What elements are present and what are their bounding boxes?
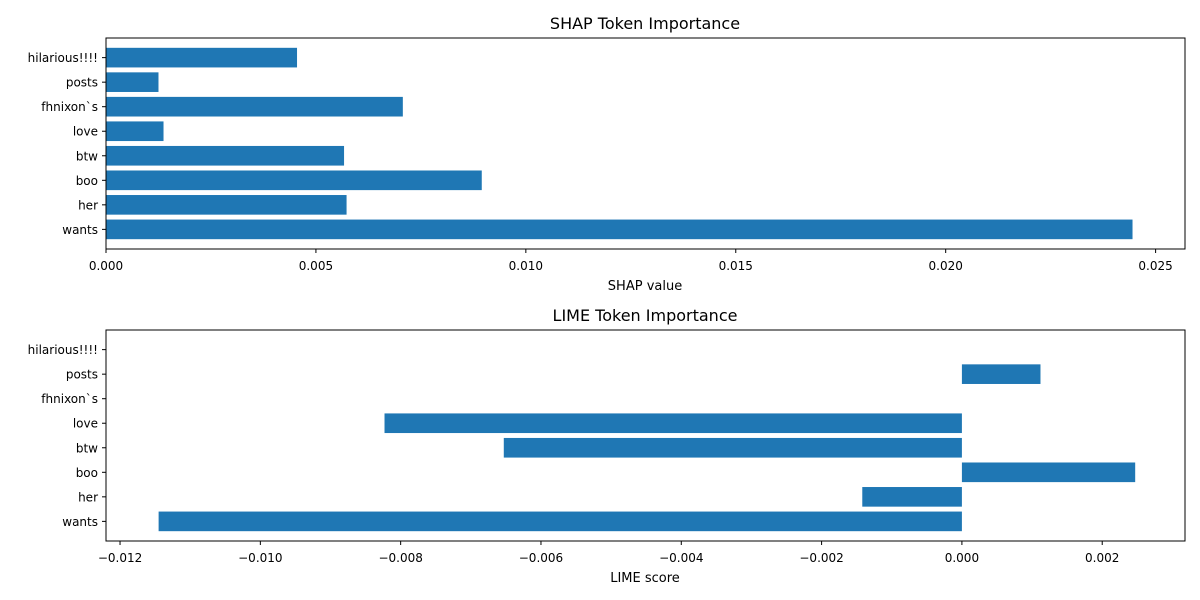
shap-x-tick-label: 0.010 bbox=[509, 259, 543, 273]
shap-bar bbox=[106, 195, 347, 215]
shap-x-ticks: 0.000 0.005 0.010 0.015 0.020 0.025 bbox=[89, 249, 1173, 273]
shap-y-tick-label: btw bbox=[76, 149, 98, 163]
lime-bar bbox=[961, 364, 1041, 384]
lime-y-tick-label: boo bbox=[76, 466, 98, 480]
lime-bar bbox=[961, 462, 1136, 483]
lime-x-tick-label: −0.008 bbox=[378, 551, 422, 565]
shap-y-tick-label: her bbox=[78, 198, 98, 212]
shap-bar bbox=[106, 72, 159, 92]
shap-y-tick-label: wants bbox=[62, 223, 98, 237]
lime-x-tick-label: −0.006 bbox=[519, 551, 563, 565]
shap-bar bbox=[106, 170, 482, 191]
lime-plot-frame bbox=[105, 329, 1186, 542]
shap-bars bbox=[106, 47, 1133, 240]
shap-x-tick-label: 0.025 bbox=[1138, 259, 1172, 273]
shap-y-tick-label: boo bbox=[76, 174, 98, 188]
shap-chart-title: SHAP Token Importance bbox=[550, 14, 740, 33]
shap-y-tick-label: posts bbox=[66, 76, 98, 90]
shap-y-ticks: hilarious!!!! posts fhnixon`s love btw boo her… bbox=[28, 51, 106, 237]
lime-x-tick-label: −0.010 bbox=[238, 551, 282, 565]
lime-x-tick-label: −0.002 bbox=[799, 551, 843, 565]
shap-y-tick-label: fhnixon`s bbox=[41, 100, 98, 114]
lime-y-tick-label: posts bbox=[66, 368, 98, 382]
shap-y-tick-label: love bbox=[73, 125, 98, 139]
lime-bar bbox=[862, 487, 962, 507]
lime-x-axis-label: LIME score bbox=[610, 571, 680, 586]
lime-bar bbox=[158, 511, 962, 532]
lime-y-tick-label: hilarious!!!! bbox=[28, 343, 98, 357]
lime-bar bbox=[503, 437, 962, 458]
shap-chart: SHAP Token Importance hilarious!!!! posts… bbox=[28, 14, 1186, 294]
lime-chart: LIME Token Importance hilarious!!!! posts… bbox=[28, 306, 1186, 586]
lime-x-tick-label: −0.012 bbox=[98, 551, 142, 565]
shap-x-tick-label: 0.020 bbox=[929, 259, 963, 273]
lime-bars bbox=[158, 364, 1136, 532]
lime-x-ticks: −0.012 −0.010 −0.008 −0.006 −0.004 −0.002 0.00… bbox=[98, 541, 1119, 565]
lime-y-ticks: hilarious!!!! posts fhnixon`s love btw boo her… bbox=[28, 343, 106, 529]
shap-x-tick-label: 0.005 bbox=[299, 259, 333, 273]
lime-x-tick-label: 0.002 bbox=[1085, 551, 1119, 565]
lime-y-tick-label: wants bbox=[62, 515, 98, 529]
lime-y-tick-label: btw bbox=[76, 441, 98, 455]
shap-bar bbox=[106, 145, 345, 166]
shap-x-axis-label: SHAP value bbox=[608, 279, 682, 294]
lime-x-tick-label: 0.000 bbox=[945, 551, 979, 565]
lime-chart-title: LIME Token Importance bbox=[553, 306, 738, 325]
shap-bar bbox=[106, 219, 1133, 240]
shap-bar bbox=[106, 96, 403, 117]
shap-bar bbox=[106, 47, 298, 68]
lime-bar bbox=[384, 413, 962, 434]
shap-bar bbox=[106, 121, 164, 142]
shap-y-tick-label: hilarious!!!! bbox=[28, 51, 98, 65]
lime-y-tick-label: fhnixon`s bbox=[41, 392, 98, 406]
shap-x-tick-label: 0.015 bbox=[719, 259, 753, 273]
shap-x-tick-label: 0.000 bbox=[89, 259, 123, 273]
lime-x-tick-label: −0.004 bbox=[659, 551, 703, 565]
lime-y-tick-label: love bbox=[73, 417, 98, 431]
lime-y-tick-label: her bbox=[78, 490, 98, 504]
shap-plot-frame bbox=[105, 37, 1186, 250]
